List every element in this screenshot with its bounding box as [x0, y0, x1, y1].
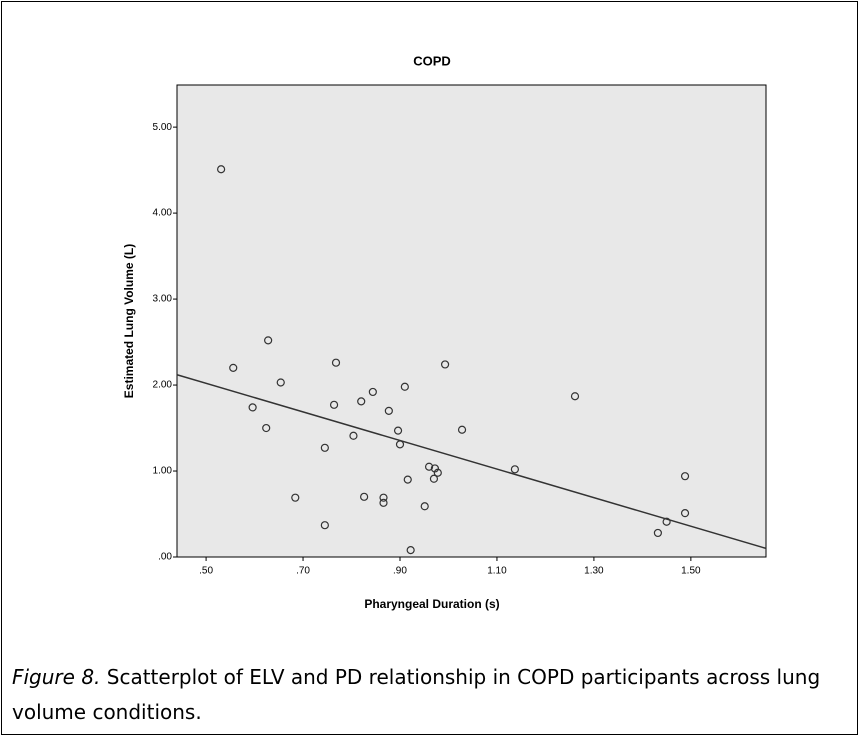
caption: Figure 8. Scatterplot of ELV and PD rela… [12, 660, 842, 730]
fit-line [176, 374, 767, 550]
data-point [264, 336, 273, 345]
data-point [217, 165, 226, 174]
data-point [395, 440, 405, 449]
x-tick-label: .90 [393, 566, 407, 577]
chart-title: COPD [413, 53, 451, 68]
data-point [570, 392, 580, 401]
data-point [379, 498, 388, 507]
y-tick-label: 3.00 [153, 294, 173, 305]
y-tick-label: 4.00 [153, 208, 173, 219]
data-point [262, 423, 271, 433]
caption-text: Scatterplot of ELV and PD relationship i… [12, 665, 821, 724]
plot-area [176, 84, 767, 558]
x-tick-label: .70 [296, 566, 310, 577]
data-point [680, 472, 690, 481]
x-axis-label: Pharyngeal Duration (s) [364, 597, 499, 611]
data-point [403, 475, 412, 484]
data-point [680, 509, 690, 518]
x-tick-label: 1.10 [487, 566, 507, 577]
data-point [653, 528, 662, 538]
data-point [429, 474, 439, 483]
data-point [360, 492, 369, 501]
data-point [368, 387, 377, 397]
data-point [510, 465, 519, 474]
y-tick-label: 2.00 [153, 380, 173, 391]
data-point [400, 382, 409, 391]
data-point [406, 546, 415, 555]
data-point [248, 403, 257, 412]
data-point [420, 502, 429, 511]
data-point [320, 521, 329, 530]
data-point [291, 493, 300, 502]
data-point [329, 400, 339, 409]
data-point [276, 378, 285, 387]
data-point [457, 425, 467, 434]
data-point [320, 443, 329, 452]
caption-label: Figure 8. [12, 665, 101, 689]
data-point [424, 462, 434, 471]
data-point [357, 397, 366, 406]
y-axis-label: Estimated Lung Volume (L) [122, 244, 136, 398]
x-tick-label: 1.30 [584, 566, 604, 577]
data-point [433, 468, 442, 477]
y-tick-label: .00 [158, 552, 172, 563]
data-point [384, 406, 393, 415]
data-point [440, 360, 450, 369]
data-point [662, 517, 671, 526]
x-tick-label: .50 [199, 566, 213, 577]
data-point [331, 358, 341, 367]
data-point [393, 426, 403, 435]
x-tick-label: 1.50 [681, 566, 701, 577]
y-tick-label: 5.00 [153, 122, 173, 133]
y-tick-label: 1.00 [153, 466, 173, 477]
data-point [379, 493, 388, 502]
data-point [229, 363, 238, 372]
data-point [349, 431, 358, 440]
chart: COPD Pharyngeal Duration (s) Estimated L… [122, 53, 767, 611]
